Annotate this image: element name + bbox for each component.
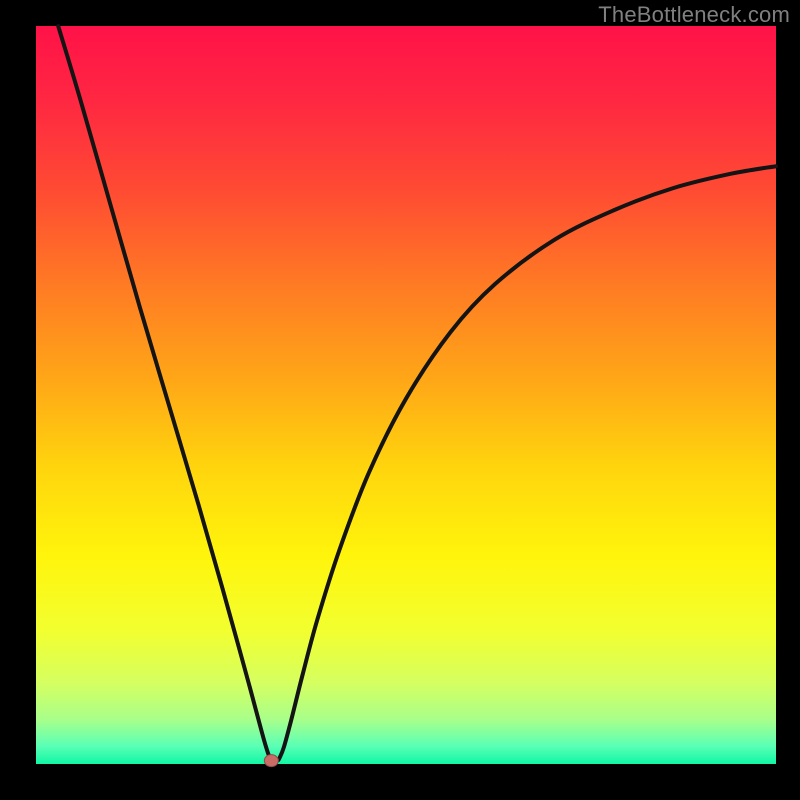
optimal-point-marker — [264, 755, 278, 767]
bottleneck-chart — [0, 0, 800, 800]
chart-container: { "watermark": { "text": "TheBottleneck.… — [0, 0, 800, 800]
watermark-text: TheBottleneck.com — [598, 2, 790, 28]
